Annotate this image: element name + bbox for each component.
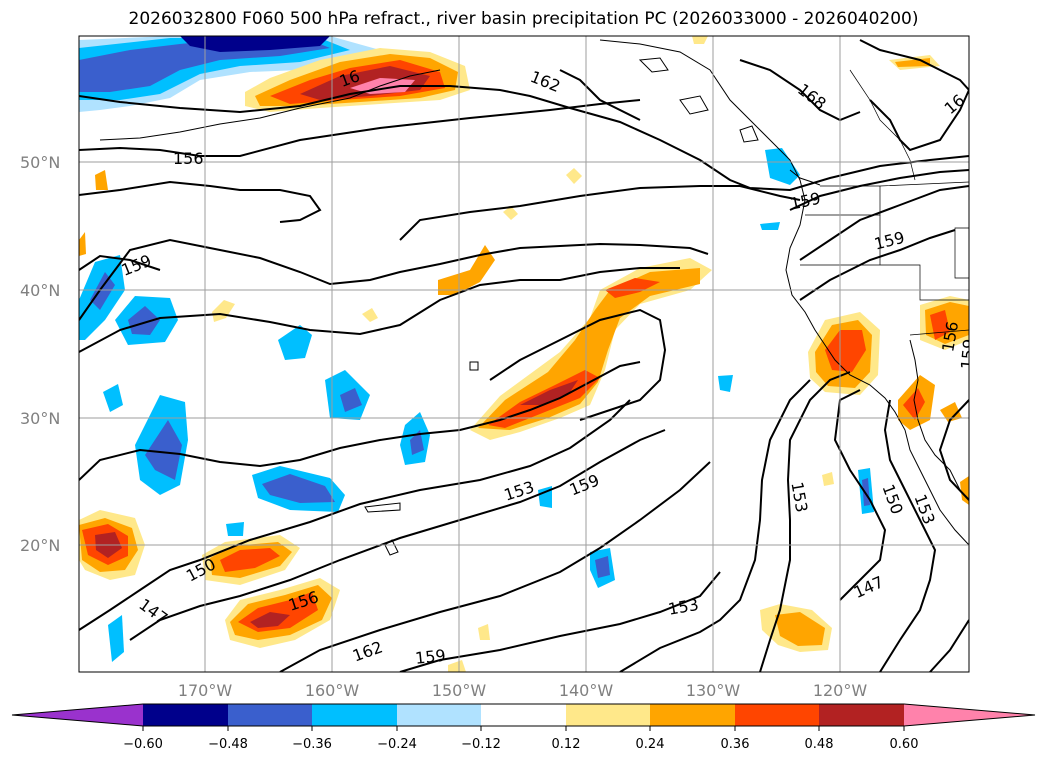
lon-tick-label: 160°W xyxy=(305,681,360,700)
colorbar: −0.60 −0.48 −0.36 −0.24 −0.12 0.12 0.24 … xyxy=(11,703,1036,752)
colorbar-segment xyxy=(819,704,904,726)
contour-labels: 156 162 168 16 159 159 159 156 159 153 1… xyxy=(119,66,979,668)
colorbar-tick-label: 0.60 xyxy=(890,737,919,752)
colorbar-segment xyxy=(143,704,228,726)
contour-label: 159 xyxy=(414,646,446,668)
lat-tick-label: 40°N xyxy=(20,281,60,300)
positive-anomaly-california xyxy=(79,36,969,672)
colorbar-segment xyxy=(904,704,1035,726)
colorbar-tick-label: 0.12 xyxy=(552,737,581,752)
colorbar-tick-label: −0.48 xyxy=(208,737,248,752)
negative-anomaly-bering xyxy=(79,36,380,112)
colorbar-tick-label: −0.36 xyxy=(292,737,332,752)
colorbar-tick-label: 0.24 xyxy=(636,737,665,752)
colorbar-tick-label: 0.36 xyxy=(721,737,750,752)
negative-anomalies-west xyxy=(79,148,874,662)
height-contours xyxy=(79,39,969,672)
colorbar-segment xyxy=(12,704,143,726)
colorbar-segment xyxy=(312,704,397,726)
contour-label: 159 xyxy=(957,338,979,370)
map-frame xyxy=(78,35,970,673)
colorbar-tick-label: 0.48 xyxy=(805,737,834,752)
lon-tick-label: 140°W xyxy=(559,681,614,700)
colorbar-segment xyxy=(397,704,481,726)
positive-anomaly-alaska xyxy=(245,48,470,112)
latitude-labels: 50°N 40°N 30°N 20°N xyxy=(20,153,60,555)
contour-label: 156 xyxy=(173,149,204,168)
colorbar-tick-label: −0.24 xyxy=(377,737,417,752)
colorbar-tick-label: −0.12 xyxy=(461,737,501,752)
lon-tick-label: 170°W xyxy=(178,681,233,700)
map-title: 2026032800 F060 500 hPa refract., river … xyxy=(128,9,919,29)
lat-tick-label: 20°N xyxy=(20,536,60,555)
colorbar-segment xyxy=(566,704,650,726)
colorbar-segment xyxy=(735,704,819,726)
lon-tick-label: 150°W xyxy=(432,681,487,700)
lon-tick-label: 120°W xyxy=(813,681,868,700)
longitude-labels: 170°W 160°W 150°W 140°W 130°W 120°W xyxy=(178,681,868,700)
lat-tick-label: 50°N xyxy=(20,153,60,172)
colorbar-segment xyxy=(228,704,312,726)
colorbar-tick-label: −0.60 xyxy=(123,737,163,752)
graticule xyxy=(79,36,969,672)
colorbar-segment xyxy=(481,704,566,726)
lon-tick-label: 130°W xyxy=(686,681,741,700)
lat-tick-label: 30°N xyxy=(20,409,60,428)
positive-anomaly-atmospheric-river xyxy=(438,245,712,440)
colorbar-segment xyxy=(650,704,735,726)
